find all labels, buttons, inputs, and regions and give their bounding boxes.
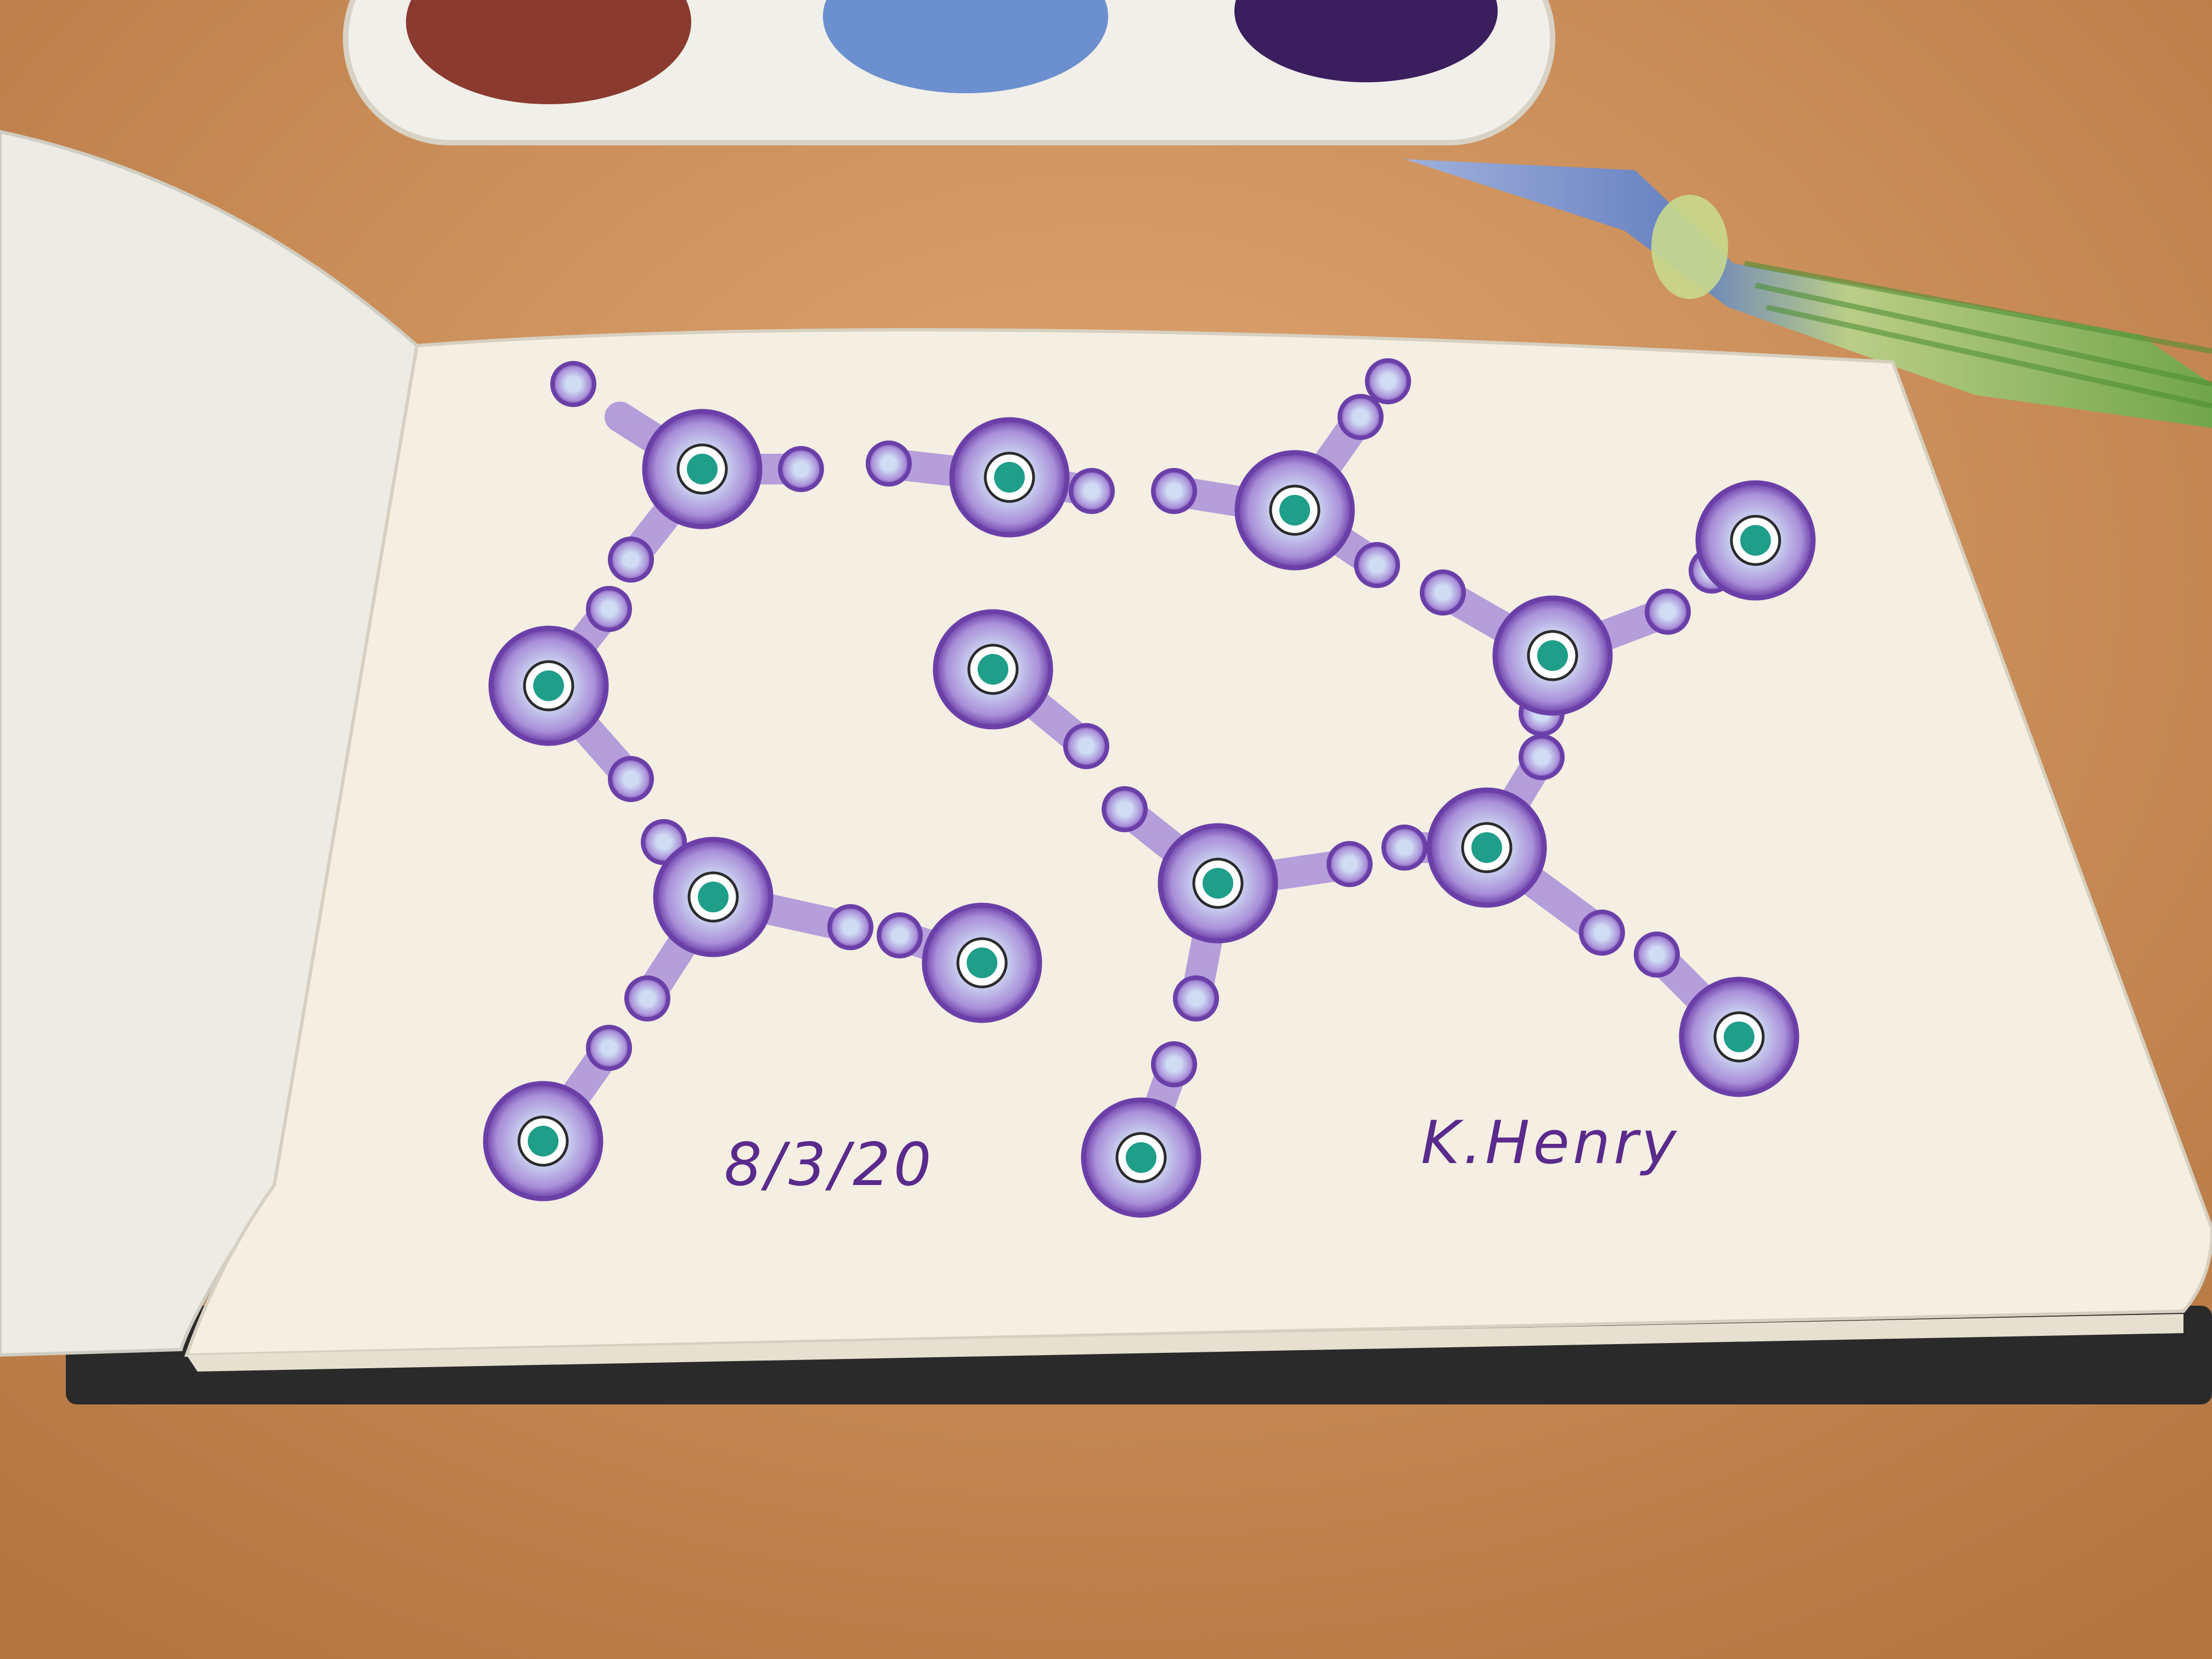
watercolor-molecule-drawing xyxy=(486,360,1813,1215)
palette-blue-well xyxy=(823,0,1108,93)
paint-palette xyxy=(343,0,1555,145)
glass-dip-pen xyxy=(1404,159,2212,428)
palette-purple-well xyxy=(1234,0,1498,82)
palette-red-well xyxy=(406,0,691,104)
artist-signature: K.Henry xyxy=(1421,1109,1680,1177)
sketch-date: 8/3/20 xyxy=(724,1131,935,1199)
sketchbook-left-page xyxy=(0,129,419,1357)
